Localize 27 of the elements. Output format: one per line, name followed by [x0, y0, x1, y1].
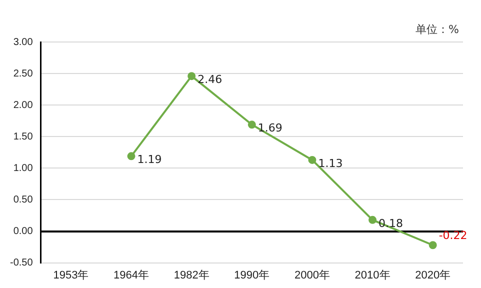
point — [368, 216, 377, 224]
y-tick-label: 0.50 — [13, 194, 34, 206]
data-label: 2.46 — [198, 72, 222, 86]
data-label: 1.13 — [318, 156, 343, 170]
y-tick-label: 1.00 — [13, 162, 34, 174]
data-label: 1.69 — [258, 122, 282, 134]
data-label: -0.22 — [438, 228, 468, 242]
x-tick-label: 2020年 — [415, 269, 451, 282]
point — [248, 120, 256, 129]
point — [308, 156, 316, 164]
y-tick-label: 2.00 — [13, 100, 34, 111]
data-label: 1.19 — [137, 153, 162, 166]
y-tick-label: 0.00 — [13, 226, 34, 238]
y-tick-label: 2.50 — [13, 68, 34, 80]
x-tick-label: 1964年 — [114, 269, 150, 282]
y-tick-label: 1.50 — [13, 131, 34, 142]
point — [188, 72, 196, 80]
x-tick-label: 2000年 — [294, 269, 330, 282]
x-tick-label: 1982年 — [174, 269, 210, 282]
text: 单位：% — [416, 22, 459, 37]
point — [127, 152, 136, 160]
x-tick-label: 1953年 — [53, 269, 89, 282]
y-tick-label: 3.00 — [13, 36, 34, 48]
point — [428, 241, 437, 250]
x-tick-label: 1990年 — [234, 269, 270, 282]
y-tick-label: -0.50 — [10, 258, 34, 269]
x-tick-label: 2010年 — [354, 269, 390, 282]
